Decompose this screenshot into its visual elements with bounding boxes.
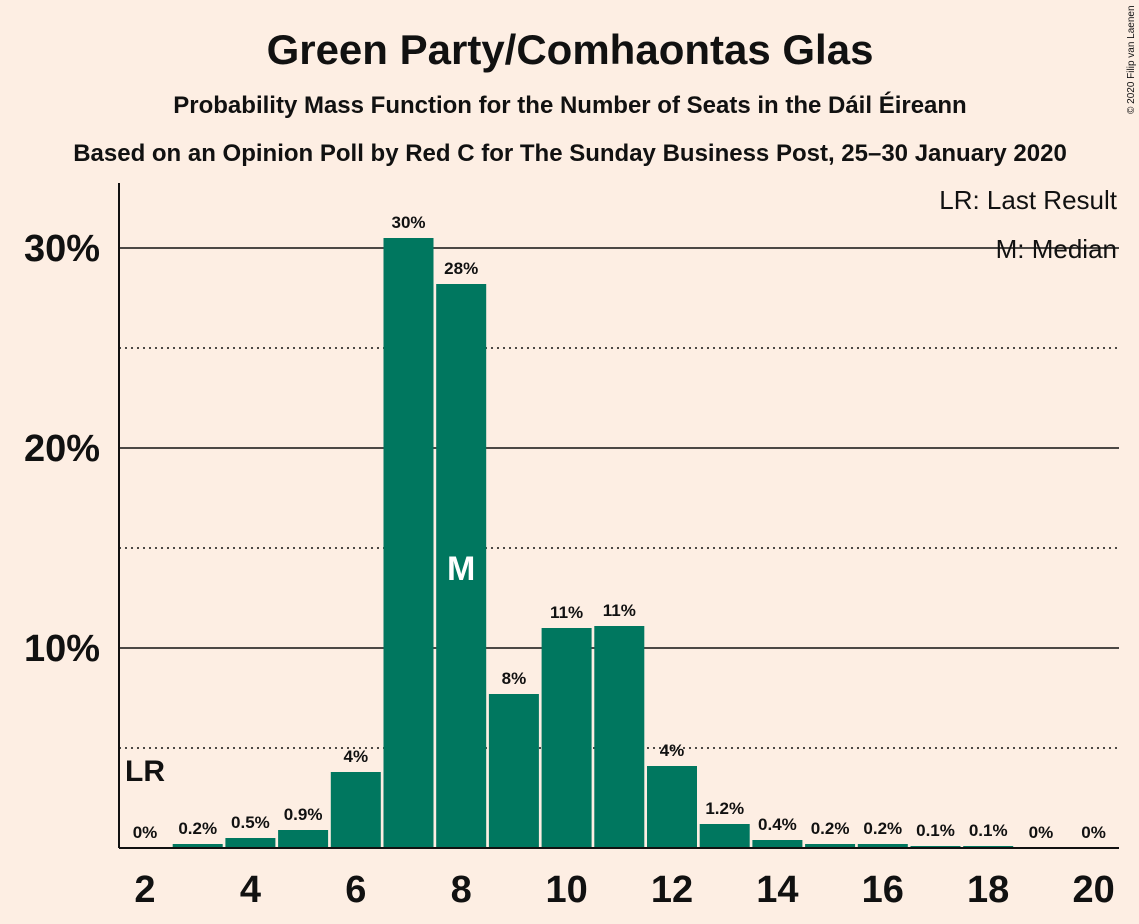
- bar: [330, 772, 381, 848]
- bar: [857, 844, 908, 848]
- chart-subtitle: Probability Mass Function for the Number…: [173, 91, 966, 119]
- bar-value-label: 0%: [1081, 823, 1106, 842]
- bar: [278, 830, 329, 848]
- bar: [699, 824, 750, 848]
- bar-value-label: 4%: [660, 741, 685, 760]
- bar-value-label: 0%: [133, 823, 158, 842]
- labels: 10%20%30%0% 0.2% 0.5% 0.9%4%30%28%8%11% 11%4…: [24, 213, 1115, 911]
- bar-value-label: 0.2%: [863, 819, 902, 838]
- bar-value-label: 0%: [1029, 823, 1054, 842]
- bar: [752, 840, 803, 848]
- bar-value-label: 11%: [603, 601, 636, 620]
- last-result-marker: LR: [125, 755, 165, 788]
- bars: [172, 238, 1014, 848]
- y-tick-label: 10%: [24, 628, 100, 670]
- bar: [172, 844, 223, 848]
- bar-value-label: 0.1%: [969, 821, 1008, 840]
- x-tick-label: 20: [1072, 869, 1114, 911]
- bar-value-label: 8%: [502, 669, 527, 688]
- chart-subtitle-2: Based on an Opinion Poll by Red C for Th…: [73, 140, 1067, 167]
- bar-value-label: 0.9%: [284, 805, 323, 824]
- bar: [225, 838, 276, 848]
- bar-value-label: 28%: [444, 259, 478, 278]
- x-tick-label: 14: [756, 869, 798, 911]
- bar-value-label: 0.4%: [758, 815, 797, 834]
- bar-value-label: 4%: [344, 747, 369, 766]
- bar-value-label: 0.1%: [916, 821, 955, 840]
- legend-last-result: LR: Last Result: [939, 185, 1118, 215]
- axes: [118, 183, 1119, 849]
- bar-value-label: 0.5%: [231, 813, 270, 832]
- bar: [488, 694, 539, 848]
- bar-value-label: 11%: [550, 603, 583, 622]
- bar: [647, 766, 697, 848]
- bar-value-label: 1.2%: [705, 799, 744, 818]
- bar-value-label: 0.2%: [178, 819, 217, 838]
- bar: [805, 844, 856, 848]
- x-tick-label: 12: [651, 869, 693, 911]
- x-tick-label: 8: [451, 869, 472, 911]
- x-tick-label: 6: [345, 869, 366, 911]
- legend-median: M: Median: [996, 234, 1117, 264]
- copyright-note: © 2020 Filip van Laenen: [1126, 5, 1137, 114]
- bar-value-label: 0.2%: [811, 819, 850, 838]
- bar: [541, 628, 592, 848]
- y-tick-label: 20%: [24, 428, 100, 470]
- y-tick-label: 30%: [24, 228, 100, 270]
- bar-value-label: 30%: [391, 213, 425, 232]
- x-tick-label: 10: [545, 869, 587, 911]
- chart-title: Green Party/Comhaontas Glas: [267, 26, 874, 73]
- median-marker: M: [447, 550, 475, 588]
- bar: [594, 626, 645, 848]
- x-tick-label: 16: [862, 869, 904, 911]
- x-tick-label: 2: [134, 869, 155, 911]
- bar: [436, 284, 487, 848]
- x-tick-label: 4: [240, 869, 261, 911]
- bar: [383, 238, 434, 848]
- x-tick-label: 18: [967, 869, 1009, 911]
